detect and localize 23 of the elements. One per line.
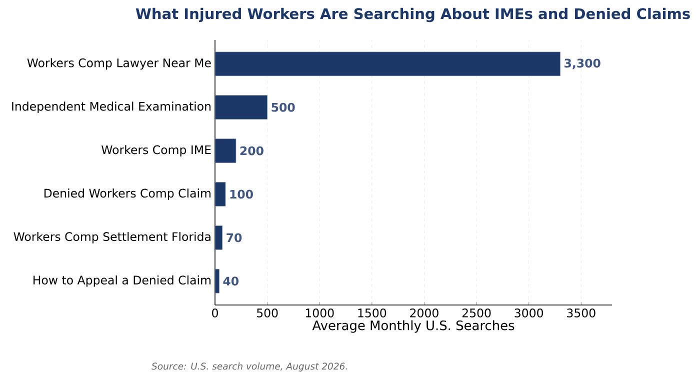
y-tick-label: Denied Workers Comp Claim (44, 188, 210, 200)
x-tick-label: 3000 (514, 308, 544, 318)
y-tick-label: How to Appeal a Denied Claim (34, 275, 210, 287)
x-axis-title: Average Monthly U.S. Searches (312, 320, 514, 333)
x-tick-label: 1000 (306, 308, 334, 318)
data-label: 100 (230, 190, 253, 199)
data-label: 500 (272, 102, 295, 112)
x-tick-label: 1500 (358, 308, 386, 318)
y-tick-label: Workers Comp Lawyer Near Me (27, 58, 211, 70)
x-tick-label: 0 (212, 308, 218, 318)
x-tick-label: 2500 (462, 308, 491, 318)
y-tick-label: Workers Comp Settlement Florida (14, 232, 210, 244)
y-tick-label: Workers Comp IME (102, 145, 211, 156)
data-label: 3,300 (564, 58, 600, 70)
chart-title: What Injured Workers Are Searching About IMEs and Denied Claims (136, 8, 690, 22)
x-tick-label: 2000 (410, 308, 438, 318)
data-label: 40 (223, 276, 238, 286)
x-tick-label: 3500 (567, 308, 596, 318)
source-note: Source: U.S. search volume, August 2026. (152, 362, 347, 372)
x-tick-label: 500 (257, 308, 278, 318)
y-tick-label: Independent Medical Examination (12, 102, 211, 114)
data-label: 200 (240, 146, 264, 156)
data-label: 70 (226, 233, 242, 242)
